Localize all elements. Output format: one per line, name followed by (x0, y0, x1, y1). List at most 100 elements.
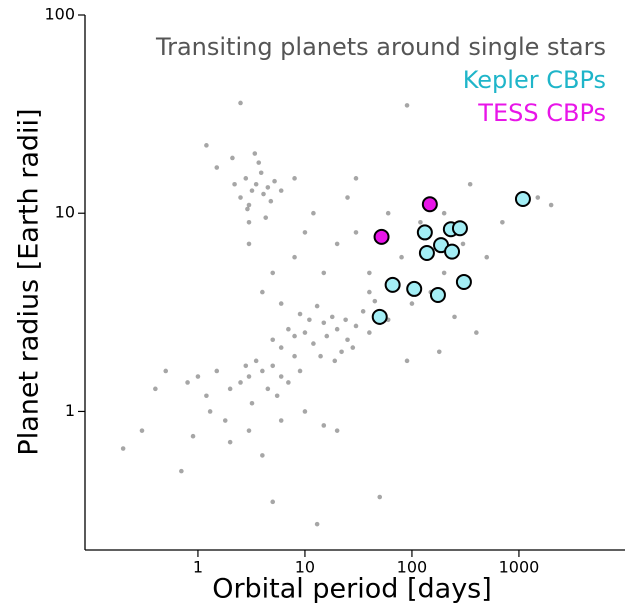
planet-point (535, 195, 541, 200)
cbp-point (416, 224, 433, 241)
planet-point (179, 468, 184, 474)
planet-point (460, 241, 466, 247)
planet-point (307, 317, 312, 323)
planet-point (270, 499, 276, 505)
y-tick-label: 100 (44, 5, 75, 24)
planet-point (500, 219, 505, 225)
planet-point (474, 330, 479, 335)
planet-point (321, 423, 327, 428)
planet-point (265, 185, 271, 190)
planet-point (292, 176, 297, 181)
planet-point (258, 170, 264, 176)
cbp-point (429, 286, 446, 303)
planet-point (222, 418, 228, 423)
planet-point (227, 439, 233, 445)
planet-point (185, 380, 190, 385)
planet-point (139, 428, 145, 433)
planet-point (302, 330, 308, 335)
planet-point (302, 409, 308, 414)
planet-point (278, 418, 284, 423)
planet-point (297, 368, 303, 374)
planet-point (214, 368, 220, 374)
planet-point (441, 270, 447, 276)
planet-point (253, 181, 259, 187)
planet-point (286, 380, 291, 385)
planet-point (252, 151, 258, 156)
y-tick-label: 1 (65, 401, 75, 420)
planet-point (452, 314, 457, 320)
planet-point (243, 363, 249, 369)
planet-point (441, 210, 447, 216)
planet-point (409, 301, 415, 306)
planet-point (436, 349, 442, 355)
planet-point (260, 453, 265, 458)
planet-point (353, 176, 359, 181)
planet-point (246, 428, 252, 433)
planet-point (153, 386, 158, 392)
x-tick-label: 100 (397, 558, 428, 577)
cbp-point (384, 276, 401, 293)
planet-point (329, 314, 335, 320)
planet-point (314, 303, 320, 309)
planet-point (204, 143, 209, 148)
planet-point (367, 289, 372, 295)
planet-point (204, 393, 209, 399)
planet-point (249, 400, 255, 406)
planet-point (334, 428, 340, 433)
planet-point (292, 333, 297, 339)
planet-point (343, 317, 348, 323)
planet-point (311, 210, 316, 216)
legend-entry: Kepler CBPs (463, 66, 606, 94)
planet-point (377, 494, 383, 500)
planet-point (292, 353, 297, 359)
legend-entry: Transiting planets around single stars (155, 33, 606, 61)
planet-point (195, 374, 201, 379)
planet-point (260, 289, 265, 295)
planet-point (214, 165, 220, 170)
planet-point (120, 446, 126, 451)
planet-point (270, 363, 276, 369)
x-tick-label: 1 (193, 558, 203, 577)
planet-point (232, 181, 237, 187)
planet-point (367, 270, 372, 276)
planet-point (353, 230, 359, 235)
planet-point (261, 191, 266, 197)
planet-point (345, 195, 350, 200)
planet-point (324, 333, 330, 339)
x-axis-title: Orbital period [days] (212, 574, 492, 605)
planet-point (292, 254, 297, 260)
cbp-point (406, 280, 423, 297)
planet-point (345, 337, 350, 343)
planet-point (360, 309, 366, 314)
cbp-point (373, 228, 390, 245)
planet-point (227, 386, 233, 392)
planet-point (484, 254, 490, 260)
planet-point (253, 358, 259, 364)
planet-point (163, 368, 169, 374)
planet-point (467, 181, 473, 187)
planet-point (263, 215, 269, 220)
planet-point (249, 188, 255, 193)
planet-point (243, 176, 249, 181)
planet-point (372, 298, 378, 304)
planet-point (270, 270, 276, 276)
planet-point (311, 341, 316, 346)
cbp-point (455, 273, 472, 290)
planet-point (350, 345, 356, 350)
planet-point (334, 326, 340, 332)
planet-point (260, 368, 265, 374)
planet-point (353, 323, 359, 329)
planet-point (238, 195, 243, 200)
planet-point (318, 353, 323, 359)
planet-point (246, 374, 252, 379)
planet-point (274, 393, 280, 399)
x-tick-label: 10 (295, 558, 315, 577)
planet-point (339, 349, 344, 355)
planet-point (418, 219, 423, 225)
planet-point (404, 103, 410, 108)
planet-point (245, 206, 250, 212)
cbp-point (421, 196, 438, 213)
planet-point (399, 254, 404, 260)
planet-point (321, 320, 327, 326)
